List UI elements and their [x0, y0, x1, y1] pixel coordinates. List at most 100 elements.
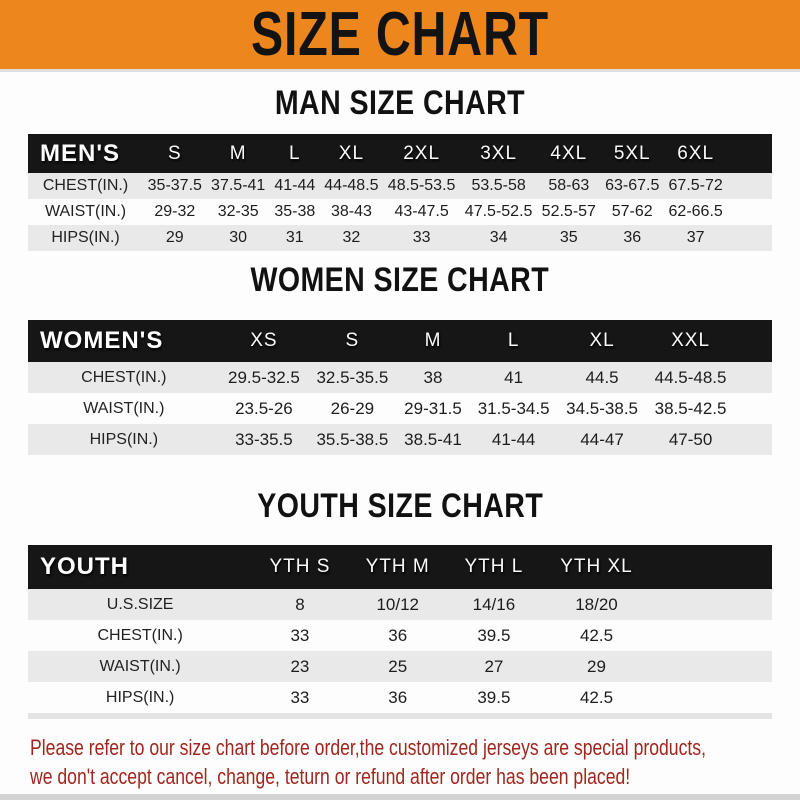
table-row: U.S.SIZE 8 10/12 14/16 18/20 [28, 589, 772, 620]
size-value: 23.5-26 [235, 398, 293, 418]
size-column-header: YTH XL [540, 545, 653, 589]
size-value: 32.5-35.5 [316, 367, 389, 387]
section-man: MAN SIZE CHART MEN'S S M L XL 2XL 3XL 4XL 5XL 6XL… [0, 86, 800, 251]
banner: SIZE CHART [0, 0, 800, 72]
spacer-cell [727, 134, 772, 173]
size-value: 44.5-48.5 [654, 367, 727, 387]
size-column-header: 4XL [537, 134, 601, 173]
table-header-row: MEN'S S M L XL 2XL 3XL 4XL 5XL 6XL [28, 134, 772, 173]
size-value: 41 [504, 367, 524, 387]
youth-section-heading-text: YOUTH SIZE CHART [257, 487, 543, 525]
row-label: WAIST(IN.) [99, 657, 181, 675]
spacer-cell [653, 589, 772, 620]
size-value: 10/12 [376, 594, 419, 614]
spacer-cell [735, 362, 772, 393]
size-column-header: L [469, 320, 558, 362]
row-label: WAIST(IN.) [83, 399, 165, 417]
size-value: 48.5-53.5 [387, 177, 456, 194]
table-row: WAIST(IN.) 29-32 32-35 35-38 38-43 43-47.5 47.… [28, 199, 772, 225]
table-row: CHEST(IN.) 35-37.5 37.5-41 41-44 44-48.5 48.5… [28, 173, 772, 199]
spacer-cell [735, 424, 772, 455]
man-section-heading: MAN SIZE CHART [0, 86, 800, 120]
size-value: 30 [229, 229, 248, 246]
spacer-cell [652, 545, 772, 589]
size-value: 38.5-42.5 [654, 398, 727, 418]
size-value: 47-50 [668, 429, 713, 449]
footer-note: Please refer to our size chart before or… [30, 733, 800, 791]
size-value: 67.5-72 [668, 177, 723, 194]
size-value: 33 [290, 687, 310, 707]
row-label: HIPS(IN.) [105, 688, 175, 706]
spacer-cell [653, 651, 772, 682]
table-row: HIPS(IN.) 33 36 39.5 42.5 [28, 682, 772, 716]
row-label: CHEST(IN.) [81, 368, 167, 386]
size-column-header: YTH M [347, 545, 448, 589]
size-column-header: L [269, 134, 320, 173]
size-column-header: 2XL [383, 134, 461, 173]
size-value: 38 [423, 367, 443, 387]
table-row: CHEST(IN.) 29.5-32.5 32.5-35.5 38 41 44.5 44.5… [28, 362, 772, 393]
size-value: 63-67.5 [605, 177, 660, 194]
size-value: 44-47 [580, 429, 624, 449]
size-column-header: 6XL [663, 134, 728, 173]
table-group-label: WOMEN'S [28, 320, 220, 362]
size-value: 39.5 [477, 625, 511, 645]
size-column-header: S [308, 320, 397, 362]
table-row: CHEST(IN.) 33 36 39.5 42.5 [28, 620, 772, 651]
section-woman: WOMEN SIZE CHART WOMEN'S XS S M L XL XXL CHEST(… [0, 263, 800, 455]
women-size-table: WOMEN'S XS S M L XL XXL CHEST(IN.) 29.5-32.5 32.5… [28, 320, 772, 455]
size-value: 8 [295, 594, 305, 614]
size-column-header: M [206, 134, 270, 173]
size-column-header: S [143, 134, 207, 173]
size-value: 26-29 [330, 398, 375, 418]
size-column-header: YTH L [447, 545, 540, 589]
size-value: 36 [623, 229, 642, 246]
spacer-cell [727, 173, 772, 199]
youth-section-heading: YOUTH SIZE CHART [0, 487, 800, 525]
size-value: 36 [388, 625, 408, 645]
size-value: 32-35 [217, 203, 259, 220]
size-value: 42.5 [579, 625, 614, 645]
size-value: 37.5-41 [211, 177, 266, 194]
woman-section-heading: WOMEN SIZE CHART [0, 263, 800, 297]
size-value: 44-48.5 [324, 177, 379, 194]
size-value: 36 [388, 687, 408, 707]
size-value: 14/16 [472, 594, 516, 614]
size-value: 34.5-38.5 [566, 398, 639, 418]
size-value: 62-66.5 [668, 203, 723, 220]
men-size-table: MEN'S S M L XL 2XL 3XL 4XL 5XL 6XL CHEST(IN.) 35-37… [28, 134, 772, 251]
size-value: 31.5-34.5 [477, 398, 550, 418]
size-column-header: XS [219, 320, 309, 362]
size-value: 35-37.5 [147, 177, 202, 194]
size-value: 47.5-52.5 [464, 203, 533, 220]
size-value: 23 [290, 656, 310, 676]
size-column-header: XXL [646, 320, 735, 362]
table-row: WAIST(IN.) 23.5-26 26-29 29-31.5 31.5-34.5 34… [28, 393, 772, 424]
size-column-header: YTH S [252, 545, 348, 589]
size-value: 34 [489, 229, 508, 246]
size-value: 33 [412, 229, 431, 246]
size-value: 41-44 [491, 429, 536, 449]
size-value: 53.5-58 [471, 177, 526, 194]
size-column-header: 5XL [600, 134, 664, 173]
table-header-row: YOUTH YTH S YTH M YTH L YTH XL [28, 545, 772, 589]
size-value: 44.5 [585, 367, 619, 387]
size-value: 33 [290, 625, 310, 645]
row-label: CHEST(IN.) [42, 177, 129, 194]
size-value: 35-38 [274, 203, 316, 220]
table-group-label: YOUTH [28, 545, 253, 589]
row-label: HIPS(IN.) [89, 430, 159, 448]
size-value: 39.5 [477, 687, 511, 707]
row-label: U.S.SIZE [106, 595, 174, 613]
size-value: 37 [686, 229, 705, 246]
spacer-cell [653, 682, 772, 716]
spacer-cell [653, 620, 772, 651]
size-value: 25 [388, 656, 408, 676]
size-column-header: XL [319, 134, 384, 173]
footer-line-1: Please refer to our size chart before or… [30, 735, 706, 760]
size-value: 29-31.5 [404, 398, 462, 418]
table-row: HIPS(IN.) 33-35.5 35.5-38.5 38.5-41 41-44 44-… [28, 424, 772, 455]
spacer-cell [727, 225, 772, 251]
table-row: HIPS(IN.) 29 30 31 32 33 34 35 36 37 [28, 225, 772, 251]
size-value: 57-62 [611, 203, 653, 220]
